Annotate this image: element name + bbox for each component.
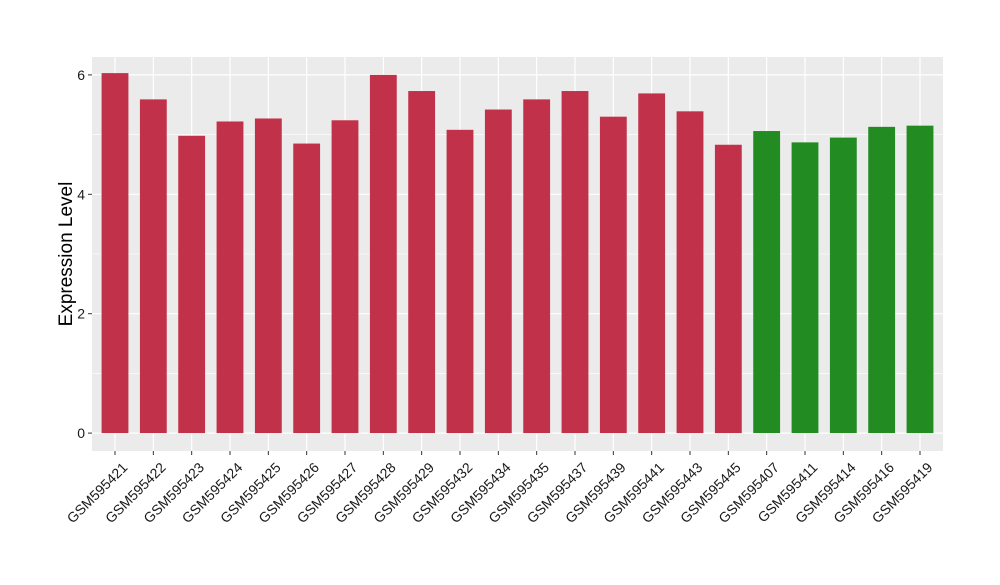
bar-GSM595411 [791, 142, 819, 434]
bar-GSM595428 [369, 74, 397, 434]
bar-GSM595426 [293, 143, 321, 434]
bar-GSM595429 [408, 91, 436, 434]
bar-GSM595443 [676, 111, 704, 434]
y-axis-label: Expression Level [56, 182, 77, 327]
bar-GSM595437 [561, 91, 589, 434]
bar-GSM595439 [599, 116, 627, 434]
bar-GSM595414 [829, 137, 857, 434]
bar-GSM595435 [523, 99, 551, 434]
bar-GSM595421 [101, 73, 129, 434]
bar-GSM595441 [638, 93, 666, 434]
bar-GSM595422 [139, 99, 167, 434]
bar-GSM595416 [868, 126, 896, 434]
y-tick-label: 2 [77, 306, 85, 322]
x-axis: GSM595421GSM595422GSM595423GSM595424GSM5… [64, 451, 936, 526]
bar-GSM595419 [906, 125, 934, 434]
y-tick-label: 0 [77, 425, 85, 441]
y-axis: 0 2 4 6 [77, 67, 92, 441]
bar-GSM595425 [254, 118, 282, 434]
bar-GSM595434 [484, 109, 512, 434]
bar-GSM595432 [446, 129, 474, 434]
bar-GSM595427 [331, 120, 359, 434]
y-tick-label: 6 [77, 67, 85, 83]
bars [101, 73, 934, 434]
bar-GSM595424 [216, 121, 244, 434]
bar-GSM595445 [714, 144, 742, 434]
bar-GSM595407 [753, 131, 781, 434]
bar-GSM595423 [178, 135, 206, 434]
y-tick-label: 4 [77, 186, 85, 202]
